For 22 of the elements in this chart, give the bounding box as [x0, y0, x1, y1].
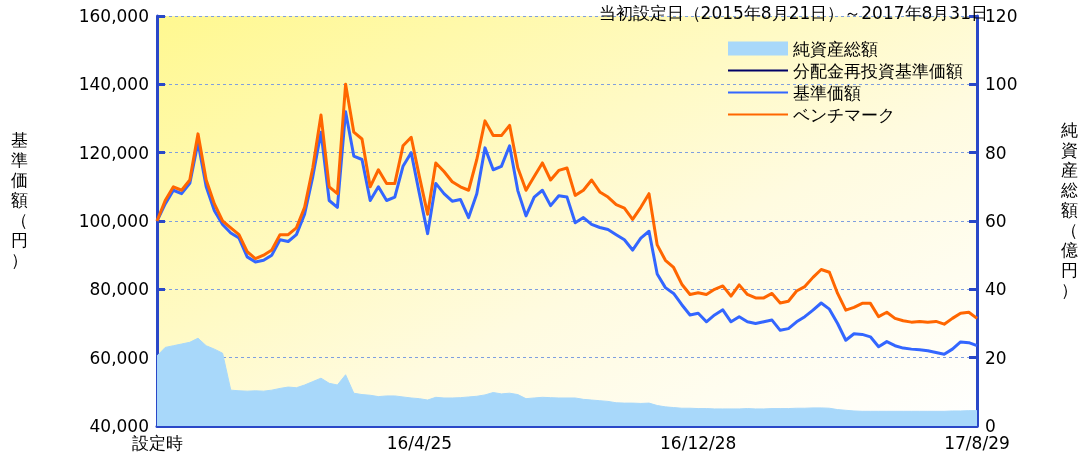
legend-label: 分配金再投資基準価額	[793, 60, 963, 81]
y2-tick-label: 100	[985, 74, 1018, 95]
y-tick-label: 160,000	[78, 6, 149, 26]
y2-tick-label: 80	[985, 142, 1007, 163]
y-axis-title: 基準価額（円）	[10, 130, 28, 270]
x-tick-label: 16/12/28	[660, 432, 737, 453]
y-tick-label: 140,000	[78, 74, 149, 95]
chart-title: 当初設定日（2015年8月21日）～2017年8月31日	[598, 2, 988, 25]
y2-tick-label: 60	[985, 211, 1007, 231]
line-series	[155, 82, 979, 326]
y-tick-label: 100,000	[78, 211, 149, 231]
legend-label: ベンチマーク	[793, 104, 895, 125]
y2-tick-label: 20	[985, 347, 1007, 368]
legend-label: 純資産総額	[793, 38, 878, 59]
y-tick-label: 80,000	[89, 279, 149, 300]
y2-tick-label: 120	[985, 6, 1018, 26]
y-tick-label: 120,000	[78, 142, 149, 163]
y2-tick-label: 40	[985, 279, 1007, 300]
y-tick-label: 60,000	[89, 347, 149, 368]
text: 純資産総額（億円）	[1060, 120, 1078, 300]
legend-label: 基準価額	[793, 82, 861, 103]
x-tick-label: 16/4/25	[386, 432, 453, 453]
